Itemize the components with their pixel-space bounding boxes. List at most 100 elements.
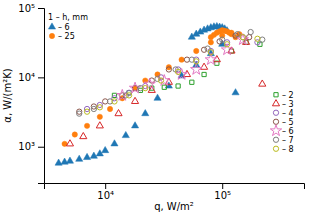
point xyxy=(72,132,77,137)
point xyxy=(162,85,166,89)
legend: 1 – h, mm– 6– 25 xyxy=(48,13,88,41)
legend-entry: – 6 xyxy=(58,23,70,32)
point xyxy=(97,105,102,110)
plot-area: 10⁴ 10⁵ 10³ 10⁴ 10⁵ 1 – h, mm– 6– 25 – 2– 3– 4… xyxy=(18,3,304,201)
legend-symbol xyxy=(273,137,278,142)
point xyxy=(194,59,199,64)
point xyxy=(115,110,122,116)
legend-symbol xyxy=(49,33,54,38)
point xyxy=(66,140,73,146)
point xyxy=(240,35,245,40)
point xyxy=(194,48,199,53)
series xyxy=(84,35,260,112)
series xyxy=(84,35,260,115)
point xyxy=(158,78,163,83)
point xyxy=(224,42,229,47)
legend-symbol xyxy=(272,100,279,106)
tick-label: 10³ xyxy=(18,141,35,152)
point xyxy=(220,37,225,42)
series xyxy=(66,38,265,146)
tick-mark xyxy=(38,8,44,9)
series xyxy=(55,22,239,165)
tick: 10⁵ xyxy=(214,183,231,201)
tick-label: 10⁵ xyxy=(214,190,231,201)
points xyxy=(55,22,266,165)
point xyxy=(111,140,118,146)
point xyxy=(176,84,180,88)
legend-entry: – 7 xyxy=(282,136,294,145)
series xyxy=(112,40,262,97)
point xyxy=(202,72,206,76)
point xyxy=(201,47,206,52)
point xyxy=(232,89,239,95)
point xyxy=(84,109,89,114)
legend: – 2– 3– 4– 5– 6– 7– 8 xyxy=(270,91,293,154)
tick: 10⁵ xyxy=(18,3,44,14)
tick: 10⁴ xyxy=(97,183,114,201)
tick: 10⁴ xyxy=(18,72,44,83)
point xyxy=(83,153,90,159)
point xyxy=(97,114,102,119)
point xyxy=(112,99,117,104)
point xyxy=(142,110,149,116)
point xyxy=(143,85,148,90)
legend-symbol xyxy=(274,93,278,97)
point xyxy=(235,31,240,36)
point xyxy=(77,111,82,116)
series xyxy=(77,29,265,116)
point xyxy=(66,157,73,163)
point xyxy=(84,123,89,128)
point xyxy=(208,50,213,55)
legend-symbol xyxy=(273,146,278,151)
point xyxy=(221,44,232,55)
legend-entry: – 3 xyxy=(282,100,294,109)
y-axis-title: α, W/(m²K) xyxy=(2,68,13,122)
tick-mark xyxy=(222,183,223,189)
point xyxy=(80,132,87,138)
point xyxy=(91,106,96,111)
point xyxy=(122,131,129,137)
tick-label: 10⁴ xyxy=(97,190,114,201)
point xyxy=(131,122,138,128)
legend-entry: – 4 xyxy=(282,109,294,118)
x-axis-title: q, W/m² xyxy=(154,201,194,212)
legend-entry: – 25 xyxy=(58,32,75,41)
y-axis: 10³ 10⁴ 10⁵ xyxy=(18,3,44,184)
axis-line xyxy=(45,184,305,190)
series xyxy=(77,33,252,114)
legend-symbol xyxy=(48,23,55,29)
legend-entry: – 8 xyxy=(282,145,294,154)
legend-title: 1 – h, mm xyxy=(48,13,88,22)
point xyxy=(175,69,180,74)
tick-mark xyxy=(105,183,106,189)
tick: 10³ xyxy=(18,141,44,152)
point xyxy=(76,155,83,161)
point xyxy=(96,122,103,128)
point xyxy=(154,94,161,100)
legend-entry: – 5 xyxy=(282,118,294,127)
point xyxy=(90,152,97,158)
point xyxy=(166,67,171,72)
point xyxy=(179,57,184,62)
chart: 10⁴ 10⁵ 10³ 10⁴ 10⁵ 1 – h, mm– 6– 25 – 2– 3– 4… xyxy=(0,0,312,213)
series xyxy=(117,34,249,101)
point xyxy=(126,93,131,98)
tick-mark xyxy=(38,147,44,148)
axis-line xyxy=(38,9,45,184)
legend-entry: – 2 xyxy=(282,91,294,100)
point xyxy=(190,80,194,84)
point xyxy=(107,106,112,111)
point xyxy=(213,56,220,62)
point xyxy=(255,36,260,41)
tick-mark xyxy=(38,77,44,78)
point xyxy=(240,35,245,40)
point xyxy=(102,146,109,152)
point xyxy=(131,97,138,103)
point xyxy=(129,82,140,93)
point xyxy=(208,40,213,45)
point xyxy=(191,63,202,74)
legend-symbol xyxy=(273,110,278,115)
point xyxy=(259,80,266,86)
x-axis: 10⁴ 10⁵ xyxy=(45,183,305,201)
tick-label: 10⁵ xyxy=(18,3,35,14)
